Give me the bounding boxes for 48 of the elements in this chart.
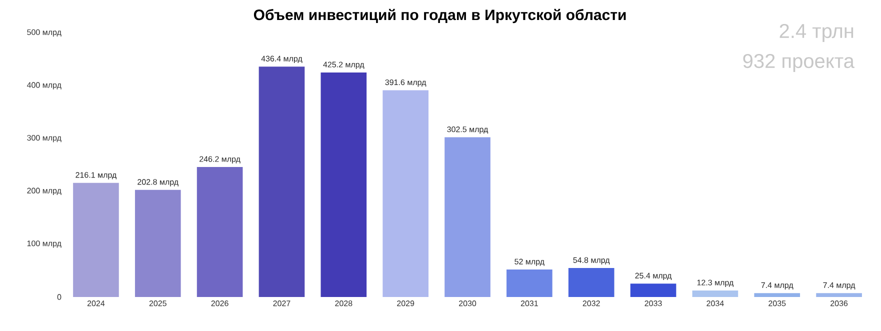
data-label: 302.5 млрд xyxy=(447,126,488,134)
x-tick-label: 2033 xyxy=(644,300,662,306)
x-tick-label: 2032 xyxy=(582,300,600,306)
chart-title: Объем инвестиций по годам в Иркутской области xyxy=(254,8,626,24)
bar xyxy=(754,293,800,297)
x-tick-label: 2036 xyxy=(830,300,848,306)
bar xyxy=(73,182,119,297)
data-label: 202.8 млрд xyxy=(138,179,178,186)
data-label: 7.4 млрд xyxy=(761,282,794,290)
annotation: 932 проекта xyxy=(743,54,854,72)
bar xyxy=(320,72,367,297)
y-tick-label: 100 млрд xyxy=(27,240,62,248)
annotation: 2.4 трлн xyxy=(780,24,854,42)
bar xyxy=(382,90,428,297)
y-tick-label: 200 млрд xyxy=(27,188,62,196)
bar xyxy=(506,270,552,297)
bar xyxy=(134,190,181,297)
y-tick-label: 500 млрд xyxy=(27,29,62,37)
bar xyxy=(692,290,738,297)
bar xyxy=(816,293,862,297)
bar xyxy=(196,166,243,297)
data-label: 7.4 млрд xyxy=(823,282,856,290)
y-tick-label: 0 xyxy=(57,294,62,300)
bar xyxy=(258,66,305,297)
x-tick-label: 2030 xyxy=(459,300,476,306)
data-label: 216.1 млрд xyxy=(76,172,117,180)
x-tick-label: 2034 xyxy=(706,300,724,306)
data-label: 25.4 млрд xyxy=(635,272,672,280)
x-tick-label: 2031 xyxy=(520,300,538,306)
x-tick-label: 2029 xyxy=(397,300,414,306)
bar xyxy=(444,137,490,297)
y-tick-label: 400 млрд xyxy=(27,82,62,90)
x-tick-label: 2026 xyxy=(211,300,228,306)
x-tick-label: 2025 xyxy=(149,300,166,306)
data-label: 425.2 млрд xyxy=(323,62,364,69)
y-tick-label: 300 млрд xyxy=(27,134,62,142)
data-label: 52 млрд xyxy=(514,258,544,266)
data-label: 12.3 млрд xyxy=(697,280,734,287)
bar xyxy=(568,268,614,297)
x-tick-label: 2035 xyxy=(768,300,786,306)
x-tick-label: 2028 xyxy=(335,300,352,306)
data-label: 391.6 млрд xyxy=(385,79,426,87)
bar xyxy=(630,284,676,297)
x-tick-label: 2027 xyxy=(273,300,290,306)
data-label: 54.8 млрд xyxy=(573,257,610,265)
data-label: 246.2 млрд xyxy=(200,156,240,164)
x-tick-label: 2024 xyxy=(87,300,105,306)
data-label: 436.4 млрд xyxy=(261,56,302,64)
